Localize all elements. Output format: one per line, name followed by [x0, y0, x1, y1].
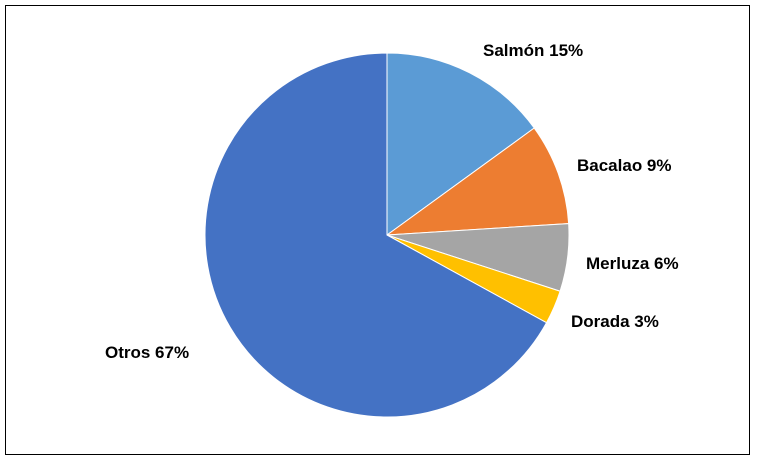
pie-slice-bacalao — [385, 127, 570, 236]
slice-label-dorada: Dorada 3% — [571, 312, 659, 331]
pie-labels: Salmón 15% Bacalao 9% Merluza 6% Dorada 3% O… — [105, 41, 679, 362]
slice-label-otros: Otros 67% — [105, 343, 189, 362]
pie-slices — [204, 52, 570, 418]
slice-label-salmon: Salmón 15% — [483, 41, 583, 60]
pie-slice-salmon — [386, 52, 535, 236]
slice-label-merluza: Merluza 6% — [586, 254, 679, 273]
slice-label-bacalao: Bacalao 9% — [577, 156, 672, 175]
pie-slice-otros — [204, 52, 548, 418]
